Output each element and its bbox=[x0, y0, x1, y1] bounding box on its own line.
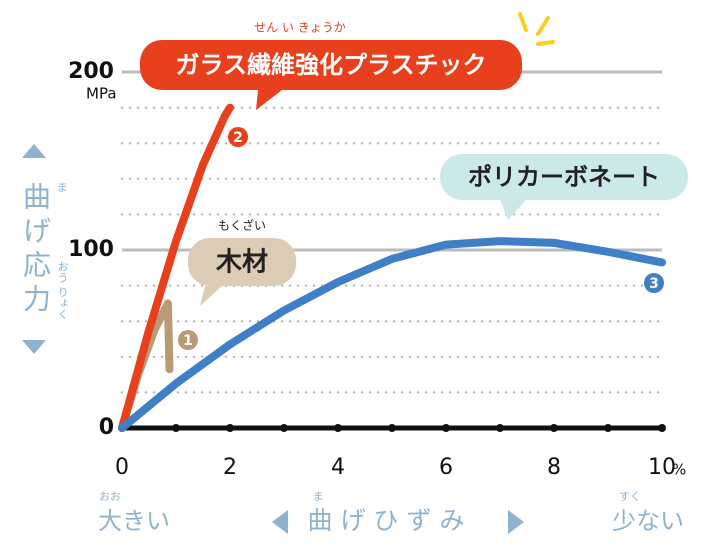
x-tick-label: 10 bbox=[648, 455, 676, 480]
x-axis-ruby: ま bbox=[313, 490, 324, 503]
y-axis-ruby: おう りょく bbox=[56, 260, 69, 319]
x-tick-mark bbox=[226, 424, 234, 432]
callout-bubble bbox=[188, 238, 296, 286]
x-tick-mark bbox=[172, 424, 180, 432]
series-name: ガラス繊維強化プラスチック bbox=[175, 51, 486, 79]
series-name: 木材 bbox=[215, 248, 268, 278]
series-name: ポリカーボネート bbox=[468, 163, 660, 191]
x-tick-label: 6 bbox=[439, 455, 453, 480]
arrow-right bbox=[508, 510, 524, 534]
arrow-down bbox=[22, 340, 46, 354]
x-tick-mark bbox=[550, 424, 558, 432]
callout-tail bbox=[256, 90, 282, 110]
callout-tail bbox=[500, 200, 526, 220]
arrow-left bbox=[272, 510, 288, 534]
x-tick-mark bbox=[442, 424, 450, 432]
y-axis-ruby: ま bbox=[57, 181, 68, 194]
y-tick-label: 200 bbox=[68, 59, 114, 84]
x-unit: % bbox=[672, 461, 686, 479]
x-axis-left-label: 大きい bbox=[98, 507, 170, 535]
series-marker bbox=[228, 127, 248, 147]
x-tick-mark bbox=[604, 424, 612, 432]
series-line bbox=[118, 103, 234, 432]
series-marker-label: 2 bbox=[233, 130, 243, 146]
series-name-ruby: もくざい bbox=[218, 218, 266, 233]
series-marker bbox=[644, 273, 664, 293]
callout-bubble bbox=[440, 154, 688, 200]
callout-tail bbox=[200, 286, 222, 306]
x-tick-mark bbox=[388, 424, 396, 432]
x-tick-mark bbox=[334, 424, 342, 432]
y-axis-label: 曲げ応力 bbox=[19, 182, 52, 318]
x-tick-label: 8 bbox=[547, 455, 561, 480]
series-marker-label: 1 bbox=[183, 333, 193, 349]
x-tick-label: 4 bbox=[331, 455, 345, 480]
x-axis-right-ruby: すく bbox=[619, 490, 641, 503]
x-tick-mark bbox=[658, 424, 666, 432]
x-tick-label: 0 bbox=[115, 455, 129, 480]
y-tick-label: 0 bbox=[99, 415, 114, 440]
x-axis-label: 曲げひずみ bbox=[307, 506, 472, 535]
decoration-rays bbox=[518, 12, 555, 46]
x-tick-mark bbox=[280, 424, 288, 432]
series-marker bbox=[178, 330, 198, 350]
y-tick-label: 100 bbox=[68, 237, 114, 262]
series-marker-label: 3 bbox=[649, 276, 659, 292]
x-axis-left-ruby: おお bbox=[99, 490, 121, 503]
x-tick-mark bbox=[496, 424, 504, 432]
x-tick-label: 2 bbox=[223, 455, 237, 480]
x-axis-right-label: 少ない bbox=[612, 507, 684, 535]
callout-bubble bbox=[140, 40, 522, 90]
y-unit: MPa bbox=[86, 85, 117, 103]
arrow-up bbox=[22, 144, 46, 158]
series-name-ruby: せん い きょうか bbox=[254, 21, 346, 35]
series-line bbox=[118, 237, 666, 432]
